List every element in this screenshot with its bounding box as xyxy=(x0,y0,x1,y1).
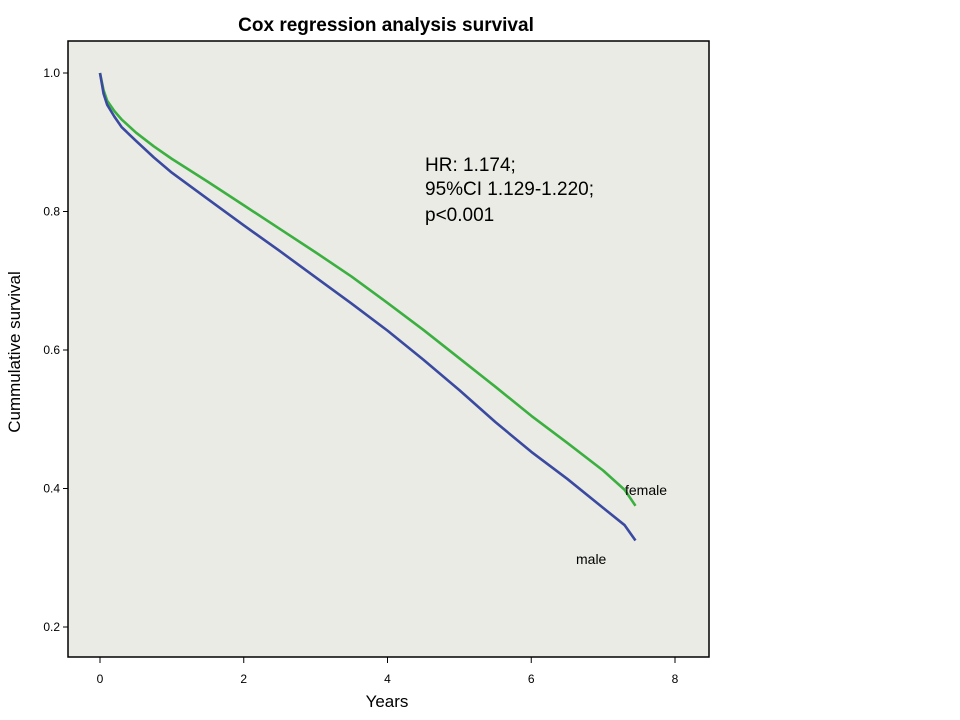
y-axis-label: Cummulative survival xyxy=(5,271,24,433)
x-tick-label: 8 xyxy=(672,672,679,686)
series-line-male xyxy=(98,72,637,542)
x-axis-label: Years xyxy=(366,692,409,711)
series-label-female: female xyxy=(625,482,667,498)
annotation-line-p: p<0.001 xyxy=(425,205,494,226)
annotation-line-hr: HR: 1.174; xyxy=(425,155,516,176)
hazard-ratio-annotation: HR: 1.174; 95%CI 1.129-1.220; p<0.001 xyxy=(425,155,594,226)
y-tick-label: 0.4 xyxy=(43,482,60,496)
x-tick-label: 0 xyxy=(97,672,104,686)
y-axis-ticks: 0.2 0.4 0.6 0.8 1.0 xyxy=(43,66,68,634)
series-line-female xyxy=(98,72,637,507)
y-tick-label: 0.6 xyxy=(43,343,60,357)
chart-title: Cox regression analysis survival xyxy=(238,15,534,36)
annotation-line-ci: 95%CI 1.129-1.220; xyxy=(425,179,594,200)
series-label-male: male xyxy=(576,551,607,567)
x-tick-label: 6 xyxy=(528,672,535,686)
y-tick-label: 0.8 xyxy=(43,205,60,219)
series-lines xyxy=(98,72,637,542)
x-tick-label: 2 xyxy=(240,672,247,686)
y-tick-label: 0.2 xyxy=(43,620,60,634)
x-tick-label: 4 xyxy=(384,672,391,686)
plot-area xyxy=(67,40,710,658)
x-axis-ticks: 0 2 4 6 8 xyxy=(97,657,679,686)
y-tick-label: 1.0 xyxy=(43,66,60,80)
